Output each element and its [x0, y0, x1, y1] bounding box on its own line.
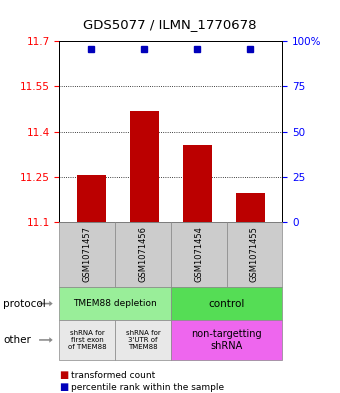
- Text: shRNA for
3'UTR of
TMEM88: shRNA for 3'UTR of TMEM88: [126, 330, 160, 350]
- Text: transformed count: transformed count: [71, 371, 156, 380]
- Text: percentile rank within the sample: percentile rank within the sample: [71, 383, 224, 391]
- Bar: [183, 145, 212, 222]
- Text: GSM1071455: GSM1071455: [250, 226, 259, 283]
- Bar: [77, 175, 106, 222]
- Text: shRNA for
first exon
of TMEM88: shRNA for first exon of TMEM88: [68, 330, 107, 350]
- Bar: [236, 193, 265, 222]
- Text: non-targetting
shRNA: non-targetting shRNA: [191, 329, 262, 351]
- Text: control: control: [208, 299, 245, 309]
- Bar: [130, 110, 159, 222]
- Text: TMEM88 depletion: TMEM88 depletion: [73, 299, 157, 308]
- Text: ■: ■: [59, 382, 69, 392]
- Text: ■: ■: [59, 370, 69, 380]
- Text: GSM1071454: GSM1071454: [194, 226, 203, 283]
- Text: GDS5077 / ILMN_1770678: GDS5077 / ILMN_1770678: [83, 18, 257, 31]
- Text: other: other: [3, 335, 31, 345]
- Text: protocol: protocol: [3, 299, 46, 309]
- Text: GSM1071457: GSM1071457: [83, 226, 92, 283]
- Text: GSM1071456: GSM1071456: [138, 226, 148, 283]
